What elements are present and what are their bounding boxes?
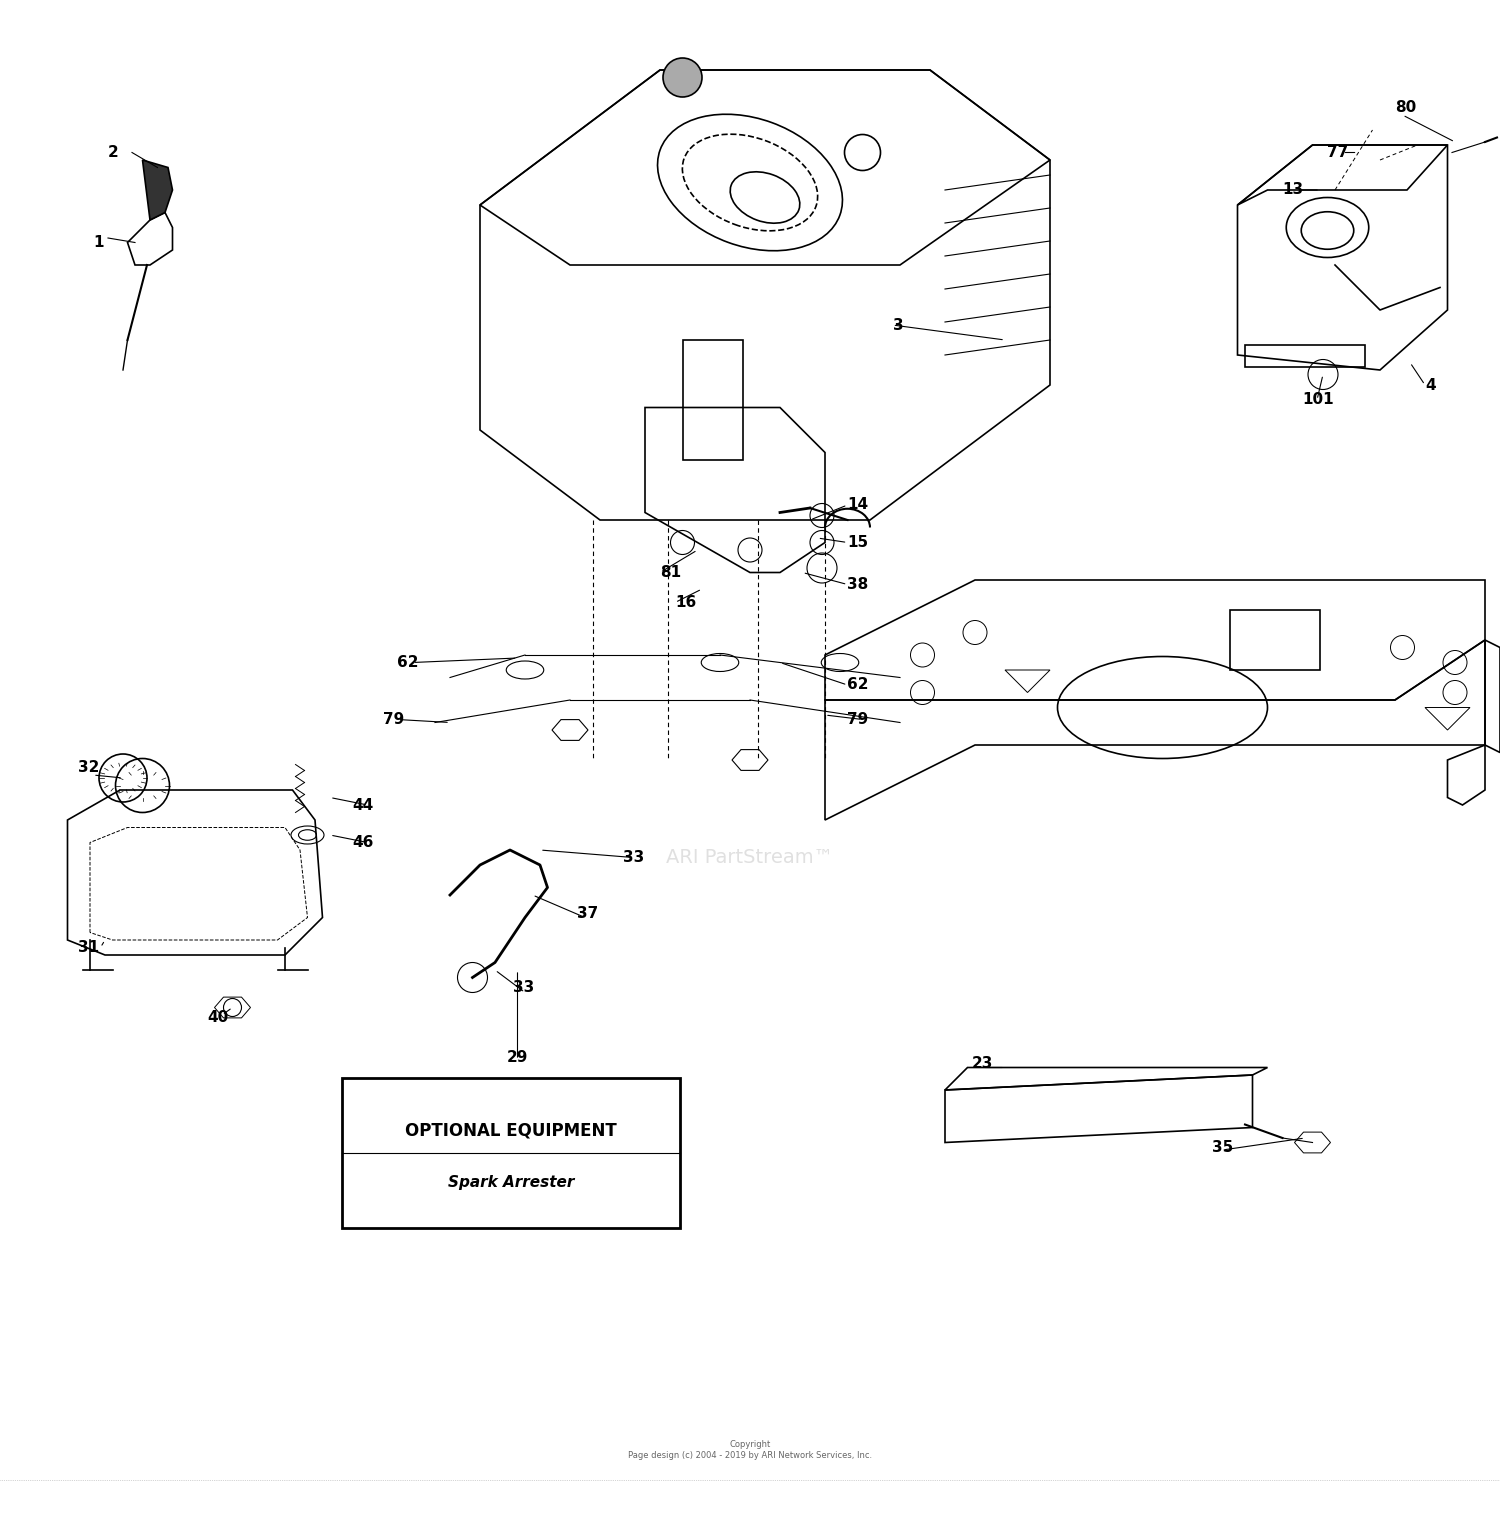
Text: 31: 31 <box>78 939 99 955</box>
Text: OPTIONAL EQUIPMENT: OPTIONAL EQUIPMENT <box>405 1122 616 1140</box>
Text: 62: 62 <box>398 655 418 670</box>
Text: ARI PartStream™: ARI PartStream™ <box>666 848 834 866</box>
Text: 23: 23 <box>972 1055 993 1070</box>
Text: 4: 4 <box>1425 377 1436 392</box>
Text: 80: 80 <box>1395 100 1416 116</box>
Text: 33: 33 <box>513 980 534 996</box>
Text: 14: 14 <box>847 497 868 512</box>
Text: 1: 1 <box>93 236 104 249</box>
Text: 40: 40 <box>207 1011 228 1026</box>
Text: 16: 16 <box>675 594 696 610</box>
Text: 46: 46 <box>352 834 374 850</box>
Text: Spark Arrester: Spark Arrester <box>447 1175 574 1190</box>
Text: 79: 79 <box>847 711 868 727</box>
Polygon shape <box>142 160 172 220</box>
Text: 79: 79 <box>382 711 404 727</box>
Text: 37: 37 <box>578 906 598 921</box>
Text: 13: 13 <box>1282 182 1304 198</box>
Text: 77: 77 <box>1328 144 1348 160</box>
Circle shape <box>663 58 702 97</box>
Text: 32: 32 <box>78 760 99 775</box>
Text: 3: 3 <box>892 318 903 333</box>
Text: 35: 35 <box>1212 1140 1233 1155</box>
Text: Copyright
Page design (c) 2004 - 2019 by ARI Network Services, Inc.: Copyright Page design (c) 2004 - 2019 by… <box>628 1441 872 1459</box>
Text: 33: 33 <box>622 850 644 865</box>
Text: 2: 2 <box>108 144 118 160</box>
Text: 44: 44 <box>352 798 374 813</box>
Bar <box>682 340 742 461</box>
Text: 38: 38 <box>847 578 868 591</box>
Text: 29: 29 <box>507 1049 528 1064</box>
Bar <box>1245 345 1365 366</box>
Text: 15: 15 <box>847 535 868 550</box>
Bar <box>1230 610 1320 670</box>
Text: 81: 81 <box>660 565 681 581</box>
Text: 101: 101 <box>1302 392 1334 407</box>
Text: 62: 62 <box>847 678 868 693</box>
